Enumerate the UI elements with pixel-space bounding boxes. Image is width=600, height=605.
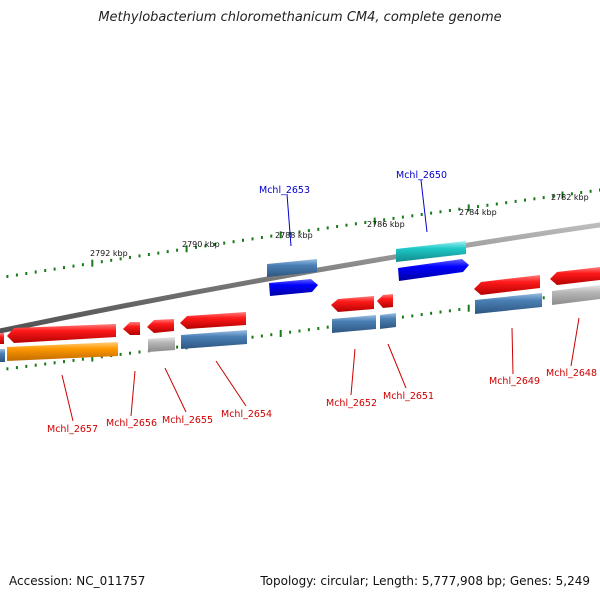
label-connectors: [61, 179, 580, 422]
gene-label-mchl-2657[interactable]: Mchl_2657: [47, 424, 98, 435]
gene-label-mchl-2649[interactable]: Mchl_2649: [489, 376, 540, 387]
feature-mchl-2656[interactable]: [123, 322, 140, 335]
scale-label: 2786 kbp: [367, 220, 405, 229]
feature-mchl-2648[interactable]: [550, 267, 600, 305]
map-title: Methylobacterium chloromethanicum CM4, c…: [98, 10, 502, 25]
scale-label: 2792 kbp: [90, 249, 128, 258]
outer-scale-ticks: [6, 188, 600, 278]
gene-label-mchl-2655[interactable]: Mchl_2655: [162, 415, 213, 426]
scale-label: 2784 kbp: [459, 208, 497, 217]
gene-label-mchl-2656[interactable]: Mchl_2656: [106, 418, 157, 429]
feature-mchl-2654[interactable]: [180, 312, 247, 349]
feature-mchl-2649[interactable]: [474, 275, 542, 314]
gene-label-mchl-2654[interactable]: Mchl_2654: [221, 409, 272, 420]
gene-label-mchl-2652[interactable]: Mchl_2652: [326, 398, 377, 409]
gene-label-mchl-2650[interactable]: Mchl_2650: [396, 170, 447, 181]
feature-mchl-2652[interactable]: [331, 296, 376, 333]
feature-mchl-2651[interactable]: [377, 294, 396, 329]
feature-mchl-2657[interactable]: [0, 324, 118, 362]
gene-label-mchl-2653[interactable]: Mchl_2653: [259, 185, 310, 196]
genome-summary-text: Topology: circular; Length: 5,777,908 bp…: [260, 574, 590, 588]
gene-label-mchl-2648[interactable]: Mchl_2648: [546, 368, 597, 379]
accession-text: Accession: NC_011757: [9, 574, 146, 588]
gene-label-mchl-2651[interactable]: Mchl_2651: [383, 391, 434, 402]
feature-mchl-2655[interactable]: [147, 319, 175, 352]
feature-mchl-2653[interactable]: [267, 259, 318, 296]
scale-label: 2788 kbp: [275, 231, 313, 240]
feature-mchl-2650[interactable]: [396, 241, 469, 281]
scale-label: 2782 kbp: [551, 193, 589, 202]
scale-label: 2790 kbp: [182, 240, 220, 249]
